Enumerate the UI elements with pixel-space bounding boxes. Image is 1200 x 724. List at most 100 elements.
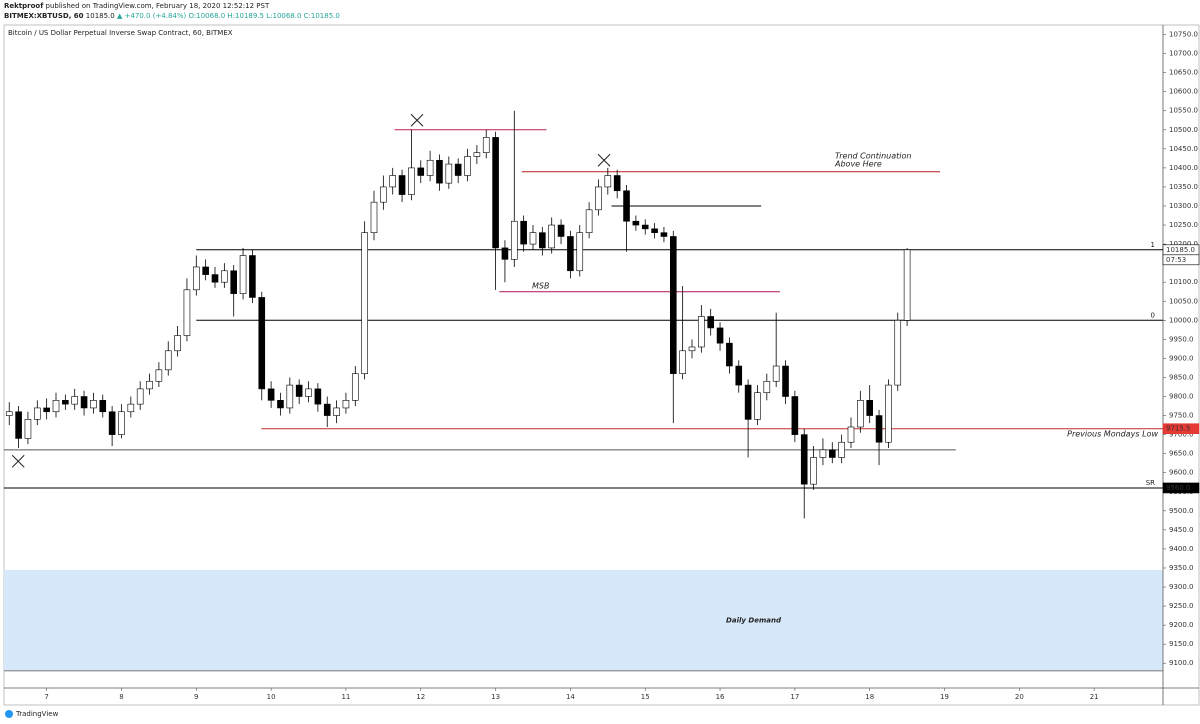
level-label: 0 xyxy=(1151,311,1155,319)
candle-body xyxy=(782,365,789,397)
y-tick-label: 10600.0 xyxy=(1169,88,1198,96)
candle-body xyxy=(436,159,443,184)
candle-body xyxy=(791,396,799,435)
candle-body xyxy=(333,407,340,416)
annotation: Trend Continuation xyxy=(835,152,911,161)
x-tick-label: 18 xyxy=(865,693,874,701)
y-tick-label: 10100.0 xyxy=(1169,278,1198,286)
annotation: MSB xyxy=(532,282,549,291)
x-tick-label: 20 xyxy=(1015,693,1024,701)
candle-body xyxy=(33,407,41,420)
zone-label: Daily Demand xyxy=(726,616,782,624)
countdown: 07:53 xyxy=(1166,256,1186,264)
y-tick-label: 10050.0 xyxy=(1169,297,1198,305)
candle-body xyxy=(754,392,761,420)
y-tick-label: 10700.0 xyxy=(1169,50,1198,58)
y-tick-label: 9250.0 xyxy=(1169,602,1194,610)
x-tick-label: 7 xyxy=(44,693,48,701)
candle-body xyxy=(810,457,817,485)
y-tick-label: 10300.0 xyxy=(1169,202,1198,210)
y-tick-label: 10750.0 xyxy=(1169,31,1198,39)
countdown-box xyxy=(1162,254,1200,266)
price-label-box xyxy=(1162,482,1200,494)
candle-body xyxy=(866,400,873,416)
y-tick-label: 10550.0 xyxy=(1169,107,1198,115)
level-label: SR xyxy=(1146,479,1155,487)
candle-body xyxy=(295,384,303,397)
candle-body xyxy=(408,167,415,195)
candle-body xyxy=(679,350,686,374)
candle-body xyxy=(744,384,752,420)
candle-body xyxy=(192,266,200,291)
candle-body xyxy=(595,186,602,211)
candle-body xyxy=(548,224,556,249)
candle-body xyxy=(62,400,69,405)
candle-body xyxy=(258,297,266,390)
header-line: Rektproof published on TradingView.com, … xyxy=(4,2,270,10)
candle-body xyxy=(510,220,518,260)
candle-body xyxy=(482,137,490,153)
brand-logo xyxy=(5,710,13,718)
annotation: Previous Mondays Low xyxy=(1067,430,1158,439)
candle-body xyxy=(623,190,630,222)
candle-body xyxy=(211,274,219,283)
x-marker xyxy=(11,454,25,468)
candle-body xyxy=(613,175,621,192)
price-label: 10185.0 xyxy=(1166,246,1195,254)
candle-body xyxy=(351,373,359,401)
annotation: Above Here xyxy=(834,160,882,169)
candle-body xyxy=(164,350,172,371)
chart-title: Bitcoin / US Dollar Perpetual Inverse Sw… xyxy=(8,29,233,37)
candle-body xyxy=(529,232,537,245)
candle-body xyxy=(249,255,256,298)
candle-body xyxy=(492,137,499,249)
y-tick-label: 9800.0 xyxy=(1169,393,1194,401)
candle-body xyxy=(894,320,902,386)
candle-body xyxy=(183,289,191,336)
candle-body xyxy=(361,232,368,374)
brand: TradingView xyxy=(15,710,59,718)
candle-body xyxy=(585,209,593,233)
candle-body xyxy=(52,400,60,413)
y-tick-label: 10350.0 xyxy=(1169,183,1198,191)
candle-body xyxy=(426,159,434,176)
candle-body xyxy=(698,316,705,348)
y-tick-label: 9650.0 xyxy=(1169,450,1194,458)
candle-body xyxy=(267,388,275,401)
candle-body xyxy=(838,441,845,458)
candle-body xyxy=(885,384,892,443)
candle-body xyxy=(763,380,771,393)
y-tick-label: 9600.0 xyxy=(1169,469,1194,477)
y-tick-label: 9750.0 xyxy=(1169,412,1194,420)
candle-body xyxy=(221,270,228,283)
candle-body xyxy=(707,316,714,329)
candle-body xyxy=(660,232,668,237)
x-tick-label: 21 xyxy=(1090,693,1099,701)
symbol-line: BITMEX:XBTUSD, 60 10185.0 ▲ +470.0 (+4.8… xyxy=(4,12,340,20)
candle-body xyxy=(726,342,733,367)
candle-body xyxy=(501,247,509,260)
x-tick-label: 8 xyxy=(119,693,123,701)
candle-body xyxy=(118,411,125,435)
candle-body xyxy=(473,152,481,157)
candle-body xyxy=(155,369,163,382)
x-marker xyxy=(597,153,611,167)
candle-body xyxy=(127,403,135,413)
level-label: 1 xyxy=(1151,241,1155,249)
candle-body xyxy=(417,167,425,176)
candle-body xyxy=(567,236,574,272)
candle-body xyxy=(557,224,565,237)
candle-body xyxy=(24,419,32,439)
x-marker xyxy=(410,113,424,127)
y-tick-label: 9850.0 xyxy=(1169,373,1194,381)
y-tick-label: 10500.0 xyxy=(1169,126,1198,134)
x-tick-label: 11 xyxy=(341,693,350,701)
candle-body xyxy=(146,380,153,390)
x-tick-label: 19 xyxy=(940,693,949,701)
candle-body xyxy=(342,400,350,409)
candle-body xyxy=(847,426,855,443)
candle-body xyxy=(735,365,743,386)
candle-body xyxy=(314,388,322,405)
ohlc: O:10068.0 H:10189.5 L:10068.0 C:10185.0 xyxy=(189,12,340,20)
